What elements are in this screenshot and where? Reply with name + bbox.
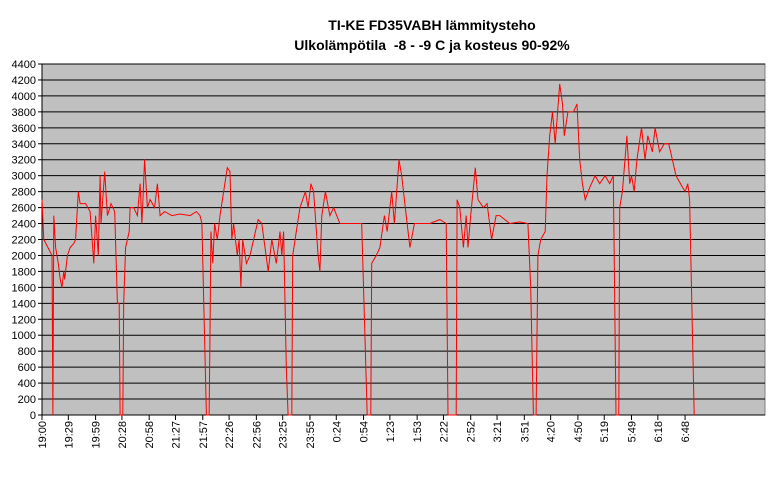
x-tick-label: 19:00 bbox=[37, 421, 49, 449]
x-tick-label: 1:23 bbox=[385, 421, 397, 442]
y-tick-label: 2600 bbox=[12, 203, 36, 215]
x-tick-label: 3:21 bbox=[492, 421, 504, 442]
x-tick-label: 22:26 bbox=[224, 421, 236, 449]
y-tick-label: 800 bbox=[18, 346, 36, 358]
chart-subtitle: Ulkolämpötila -8 - -9 C ja kosteus 90-92… bbox=[294, 37, 570, 53]
y-tick-label: 0 bbox=[30, 410, 36, 422]
x-tick-label: 20:58 bbox=[144, 421, 156, 449]
y-tick-label: 4200 bbox=[12, 75, 36, 87]
x-tick-label: 5:49 bbox=[626, 421, 638, 442]
y-tick-label: 3000 bbox=[12, 171, 36, 183]
y-tick-label: 3800 bbox=[12, 107, 36, 119]
x-tick-label: 6:18 bbox=[653, 421, 665, 442]
y-tick-label: 1400 bbox=[12, 298, 36, 310]
x-tick-label: 5:19 bbox=[599, 421, 611, 442]
x-tick-label: 2:52 bbox=[466, 421, 478, 442]
y-tick-label: 400 bbox=[18, 378, 36, 390]
x-tick-label: 2:22 bbox=[438, 421, 450, 442]
y-tick-label: 3600 bbox=[12, 123, 36, 135]
x-tick-label: 4:50 bbox=[573, 421, 585, 442]
y-tick-label: 1600 bbox=[12, 282, 36, 294]
x-tick-label: 19:59 bbox=[91, 421, 103, 449]
y-tick-label: 2200 bbox=[12, 235, 36, 247]
y-tick-label: 1200 bbox=[12, 314, 36, 326]
x-tick-label: 19:29 bbox=[63, 421, 75, 449]
y-tick-label: 2400 bbox=[12, 219, 36, 231]
x-tick-label: 1:53 bbox=[412, 421, 424, 442]
y-tick-label: 1000 bbox=[12, 330, 36, 342]
y-tick-label: 4000 bbox=[12, 91, 36, 103]
x-tick-label: 20:28 bbox=[117, 421, 129, 449]
x-tick-label: 22:56 bbox=[251, 421, 263, 449]
data-line bbox=[41, 83, 695, 416]
y-tick-label: 2000 bbox=[12, 250, 36, 262]
x-tick-label: 3:51 bbox=[519, 421, 531, 442]
y-tick-label: 200 bbox=[18, 394, 36, 406]
x-tick-label: 6:48 bbox=[680, 421, 692, 442]
chart-title: TI-KE FD35VABH lämmitysteho bbox=[328, 17, 535, 33]
x-tick-label: 23:25 bbox=[278, 421, 290, 449]
y-tick-label: 600 bbox=[18, 362, 36, 374]
y-tick-label: 3200 bbox=[12, 155, 36, 167]
x-tick-label: 0:54 bbox=[359, 421, 371, 442]
x-tick-label: 21:27 bbox=[171, 421, 183, 449]
y-tick-label: 4400 bbox=[12, 59, 36, 71]
x-tick-label: 4:20 bbox=[546, 421, 558, 442]
x-tick-label: 23:55 bbox=[305, 421, 317, 449]
x-tick-label: 21:57 bbox=[198, 421, 210, 449]
y-tick-label: 2800 bbox=[12, 187, 36, 199]
x-tick-label: 0:24 bbox=[331, 421, 343, 442]
y-tick-label: 3400 bbox=[12, 139, 36, 151]
y-tick-label: 1800 bbox=[12, 266, 36, 278]
